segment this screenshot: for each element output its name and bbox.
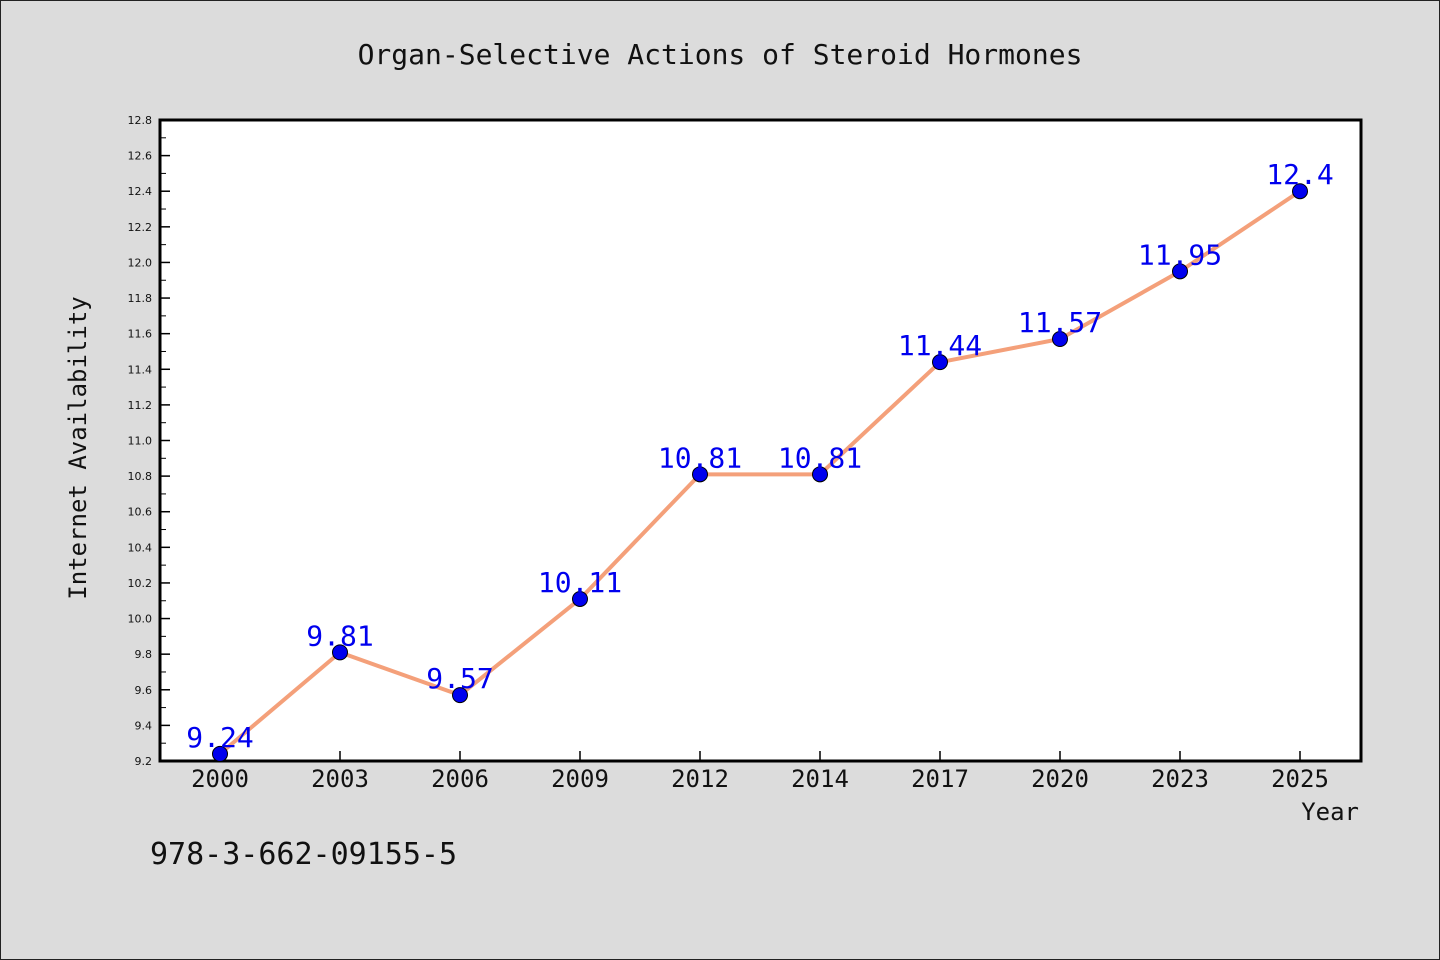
y-tick-label: 11.4 bbox=[128, 363, 153, 376]
y-tick-label: 11.0 bbox=[128, 435, 153, 448]
plot-area bbox=[158, 118, 1363, 763]
y-tick-label: 11.8 bbox=[128, 292, 153, 305]
data-point bbox=[452, 687, 468, 704]
y-axis-label: Internet Availability bbox=[64, 296, 92, 599]
data-point bbox=[1172, 263, 1188, 280]
data-label: 10.81 bbox=[778, 441, 862, 474]
y-tick-label: 12.8 bbox=[128, 114, 153, 127]
x-tick-label: 2017 bbox=[911, 765, 969, 793]
y-tick-label: 10.8 bbox=[128, 470, 153, 483]
y-tick-label: 9.4 bbox=[135, 719, 153, 732]
data-label: 11.57 bbox=[1018, 306, 1102, 339]
x-tick-label: 2025 bbox=[1271, 765, 1329, 793]
x-axis: 2000 2003 2006 2009 2012 2014 2017 2020 2023 2025 bbox=[191, 751, 1329, 793]
y-tick-label: 11.6 bbox=[128, 328, 153, 341]
data-label: 10.11 bbox=[538, 566, 622, 599]
series-line bbox=[218, 189, 1302, 756]
data-point bbox=[932, 354, 948, 371]
y-axis: 9.2 9.4 9.6 9.8 10.0 10.2 10.4 10.6 10.8 11.0 11.2… bbox=[128, 114, 170, 768]
y-tick-label: 10.0 bbox=[128, 613, 153, 626]
y-tick-label: 12.2 bbox=[128, 221, 153, 234]
x-tick-label: 2014 bbox=[791, 765, 849, 793]
y-tick-label: 10.2 bbox=[128, 577, 153, 590]
y-tick-label: 12.0 bbox=[128, 256, 153, 269]
data-label: 12.4 bbox=[1266, 158, 1333, 191]
y-tick-label: 12.4 bbox=[128, 185, 153, 198]
y-tick-label: 11.2 bbox=[128, 399, 153, 412]
x-tick-label: 2006 bbox=[431, 765, 489, 793]
data-point bbox=[812, 466, 828, 483]
x-tick-label: 2023 bbox=[1151, 765, 1209, 793]
y-tick-label: 9.6 bbox=[135, 684, 153, 697]
x-tick-label: 2012 bbox=[671, 765, 729, 793]
data-label: 9.81 bbox=[306, 619, 373, 652]
data-point bbox=[1052, 331, 1068, 348]
chart-title: Organ-Selective Actions of Steroid Hormo… bbox=[358, 38, 1083, 71]
x-tick-label: 2020 bbox=[1031, 765, 1089, 793]
series-line-layer bbox=[218, 189, 1302, 756]
x-tick-label: 2003 bbox=[311, 765, 369, 793]
y-tick-label: 9.8 bbox=[135, 648, 153, 661]
y-tick-label: 10.6 bbox=[128, 506, 153, 519]
y-tick-label: 12.6 bbox=[128, 150, 153, 163]
x-tick-label: 2009 bbox=[551, 765, 609, 793]
data-point bbox=[692, 466, 708, 483]
markers-layer bbox=[212, 183, 1308, 762]
y-tick-label: 9.2 bbox=[135, 755, 153, 768]
data-label: 11.44 bbox=[898, 329, 982, 362]
data-label: 11.95 bbox=[1138, 238, 1222, 271]
data-labels-layer: 9.24 9.81 9.57 10.11 10.81 10.81 11.44 11.57 11.… bbox=[186, 158, 1333, 754]
y-tick-label: 10.4 bbox=[128, 541, 153, 554]
data-point bbox=[332, 644, 348, 661]
data-point bbox=[212, 745, 228, 762]
data-label: 9.57 bbox=[426, 662, 493, 695]
data-label: 9.24 bbox=[186, 721, 253, 754]
data-point bbox=[572, 590, 588, 607]
x-tick-label: 2000 bbox=[191, 765, 249, 793]
data-point bbox=[1292, 183, 1308, 200]
data-label: 10.81 bbox=[658, 441, 742, 474]
x-axis-label: Year bbox=[1301, 798, 1359, 826]
isbn-annotation: 978-3-662-09155-5 bbox=[150, 837, 457, 872]
